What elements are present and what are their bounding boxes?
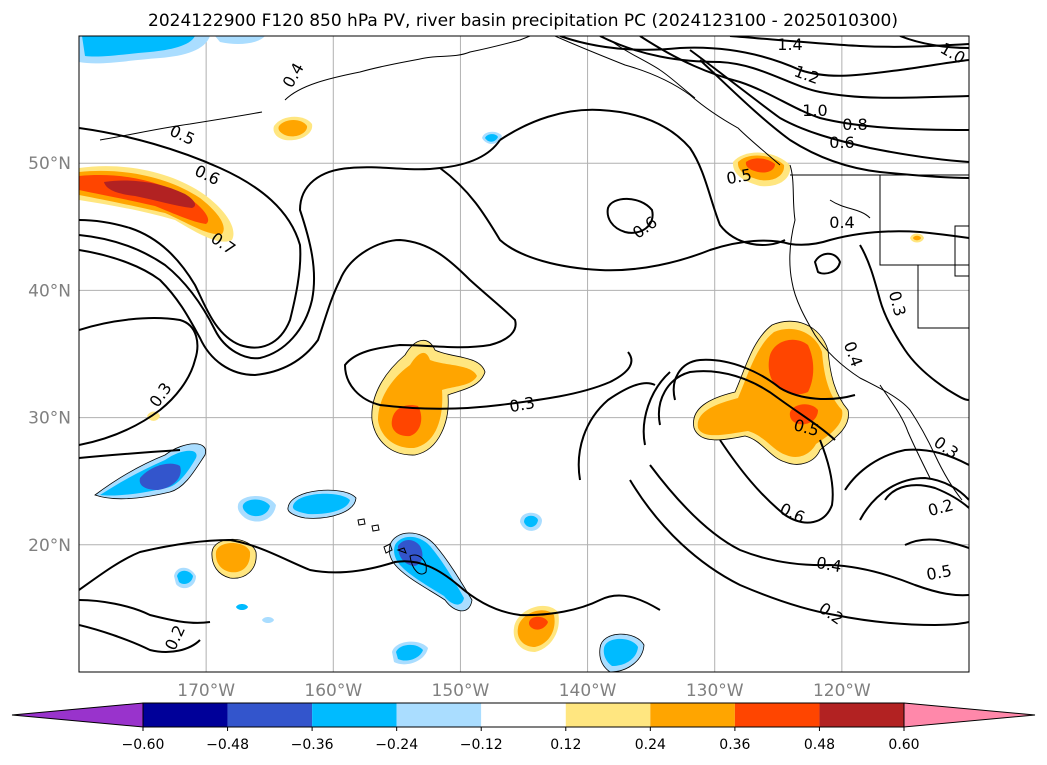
colorbar-tick-label: 0.60: [888, 737, 919, 753]
lon-tick-label: 120°W: [813, 681, 871, 701]
lon-tick-labels: 170°W 160°W 150°W 140°W 130°W 120°W: [177, 681, 871, 701]
negative-anomaly: [398, 540, 423, 566]
colorbar-tick-label: 0.36: [719, 737, 750, 753]
colorbar-segment: [312, 703, 397, 727]
colorbar-segment: [650, 703, 735, 727]
pv-label: 0.4: [815, 553, 843, 576]
map-panel: 1.4 1.2 1.0 1.0 0.8 0.6 0.5 0.6 0.7 0.4 …: [28, 35, 970, 701]
positive-anomaly: [215, 543, 251, 573]
colorbar-tick-label: 0.48: [804, 737, 835, 753]
coastlines: [99, 36, 969, 575]
colorbar-segment: [396, 703, 482, 727]
lat-tick-label: 40°N: [28, 281, 71, 301]
pv-label: 1.4: [777, 35, 802, 54]
colorbar-tick-label: −0.24: [375, 737, 418, 753]
positive-anomaly: [278, 120, 308, 137]
colorbar-tick-label: 0.12: [550, 737, 581, 753]
map-frame: [78, 35, 970, 673]
lat-tick-label: 20°N: [28, 536, 71, 556]
colorbar-segment: [481, 703, 566, 727]
negative-anomaly: [603, 638, 638, 666]
colorbar: −0.60 −0.48 −0.36 −0.24 −0.12 0.12 0.24 0.36 0.4…: [11, 702, 1036, 753]
lon-tick-label: 170°W: [177, 681, 235, 701]
positive-anomaly: [913, 235, 921, 241]
positive-anomaly: [147, 411, 160, 421]
colorbar-segment: [143, 703, 228, 727]
positive-anomaly: [768, 339, 814, 395]
pc-shading: [79, 36, 924, 672]
negative-anomaly: [139, 463, 181, 490]
lat-tick-label: 30°N: [28, 409, 71, 429]
lon-tick-label: 130°W: [686, 681, 744, 701]
colorbar-tick-label: −0.36: [291, 737, 334, 753]
colorbar-segment: [734, 703, 820, 727]
colorbar-segment: [565, 703, 651, 727]
colorbar-extend-high: [903, 702, 1036, 728]
negative-anomaly: [292, 493, 350, 515]
pv-label: 0.3: [508, 393, 536, 416]
pv-contours: [79, 36, 969, 653]
pv-label: 0.5: [925, 561, 953, 584]
map-title: 2024122900 F120 850 hPa PV, river basin …: [148, 11, 898, 31]
lat-tick-label: 50°N: [28, 154, 71, 174]
lon-tick-label: 160°W: [304, 681, 362, 701]
pv-label: 0.6: [829, 133, 854, 152]
colorbar-tick-label: −0.12: [460, 737, 503, 753]
lon-tick-label: 150°W: [432, 681, 490, 701]
lon-tick-label: 140°W: [559, 681, 617, 701]
positive-anomaly: [391, 405, 422, 437]
negative-anomaly: [177, 570, 193, 584]
shading-outlines: [94, 320, 849, 672]
pv-label: 0.8: [842, 115, 867, 134]
negative-anomaly: [236, 604, 248, 610]
positive-anomaly: [789, 404, 818, 425]
colorbar-segment: [227, 703, 313, 727]
pv-label: 0.5: [725, 165, 753, 188]
positive-anomaly: [528, 616, 548, 630]
negative-anomaly: [215, 36, 265, 44]
negative-anomaly: [524, 515, 538, 528]
colorbar-tick-label: −0.48: [206, 737, 249, 753]
colorbar-tick-label: −0.60: [122, 737, 165, 753]
pv-label: 1.0: [802, 101, 827, 120]
pv-label: 0.4: [829, 213, 854, 232]
colorbar-extend-low: [11, 702, 144, 728]
positive-anomaly: [745, 158, 775, 173]
negative-anomaly: [396, 644, 423, 661]
negative-anomaly: [82, 36, 195, 57]
negative-anomaly: [485, 134, 498, 142]
negative-anomaly: [242, 499, 270, 517]
colorbar-segment: [819, 703, 904, 727]
negative-anomaly: [262, 617, 274, 623]
positive-anomaly: [104, 180, 196, 208]
lat-tick-labels: 20°N 30°N 40°N 50°N: [28, 154, 71, 556]
colorbar-tick-label: 0.24: [635, 737, 666, 753]
